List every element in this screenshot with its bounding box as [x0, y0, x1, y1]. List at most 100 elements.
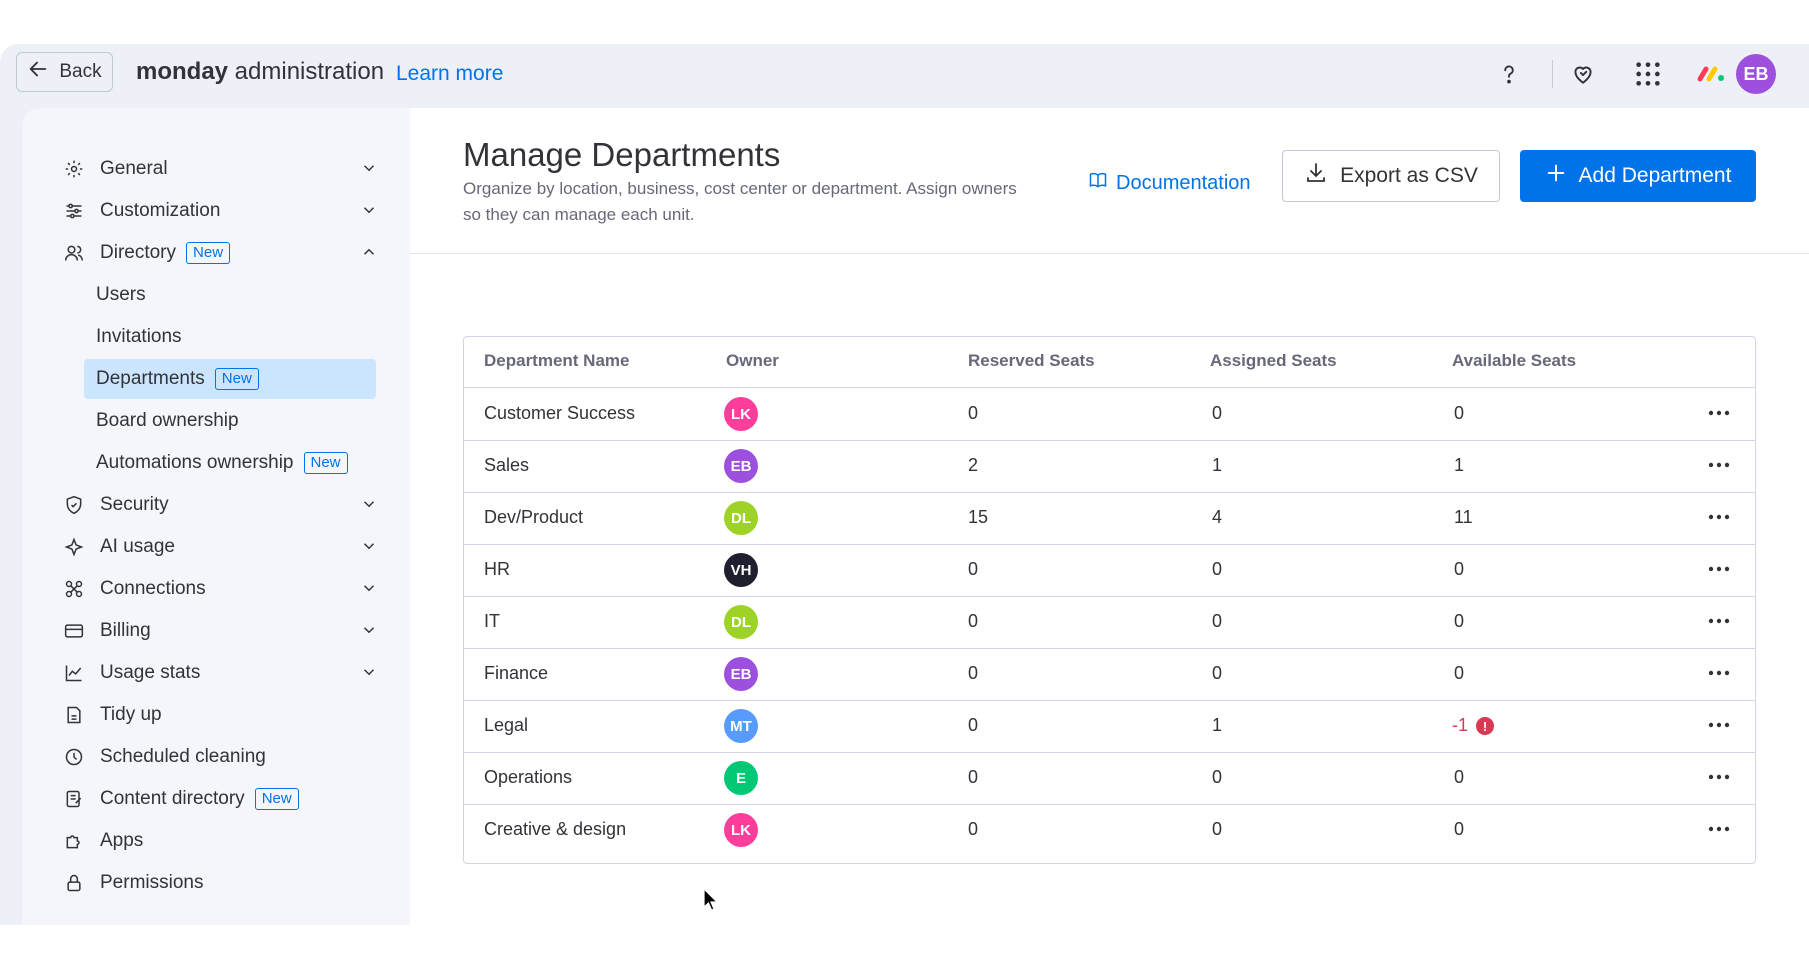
more-options-icon[interactable]: [1704, 710, 1734, 740]
owner-avatar[interactable]: LK: [724, 397, 758, 431]
sidebar-item-users[interactable]: Users: [84, 275, 376, 315]
assigned-seats: 0: [1212, 663, 1223, 683]
sidebar-item-tidy-up[interactable]: Tidy up: [62, 695, 392, 735]
table-row[interactable]: HR VH 0 0 0: [464, 544, 1755, 597]
table-row[interactable]: Finance EB 0 0 0: [464, 648, 1755, 701]
table-row[interactable]: Legal MT 0 1 -1!: [464, 700, 1755, 753]
sidebar-item-connections[interactable]: Connections: [62, 569, 392, 609]
help-icon[interactable]: [1491, 56, 1527, 92]
chevron-up-icon[interactable]: [360, 243, 378, 267]
sidebar-item-departments[interactable]: Departments New: [84, 359, 376, 399]
sidebar-item-billing[interactable]: Billing: [62, 611, 392, 651]
top-bar: Back monday administration Learn more EB: [0, 44, 1809, 104]
plus-icon: [1545, 162, 1567, 190]
main-content: Manage Departments Organize by location,…: [410, 108, 1809, 925]
owner-avatar[interactable]: EB: [724, 449, 758, 483]
more-options-icon[interactable]: [1704, 658, 1734, 688]
owner-avatar[interactable]: E: [724, 761, 758, 795]
department-name: Creative & design: [484, 819, 627, 839]
user-avatar[interactable]: EB: [1736, 54, 1776, 94]
sidebar-item-label: Departments: [96, 368, 205, 389]
brand-bold: monday: [136, 58, 229, 85]
more-options-icon[interactable]: [1704, 450, 1734, 480]
chevron-down-icon[interactable]: [360, 663, 378, 687]
table-row[interactable]: Operations E 0 0 0: [464, 752, 1755, 805]
column-header-assigned-seats: Assigned Seats: [1210, 351, 1337, 370]
sidebar-item-content-directory[interactable]: Content directory New: [62, 779, 392, 819]
more-options-icon[interactable]: [1704, 606, 1734, 636]
chevron-down-icon[interactable]: [360, 201, 378, 225]
column-header-department-name: Department Name: [484, 351, 630, 370]
chevron-down-icon[interactable]: [360, 159, 378, 183]
owner-avatar[interactable]: MT: [724, 709, 758, 743]
sidebar-item-usage-stats[interactable]: Usage stats: [62, 653, 392, 693]
more-options-icon[interactable]: [1704, 398, 1734, 428]
more-options-icon[interactable]: [1704, 814, 1734, 844]
warning-icon[interactable]: !: [1476, 717, 1495, 736]
book-icon: [1088, 170, 1108, 196]
sidebar-item-apps[interactable]: Apps: [62, 821, 392, 861]
sidebar-item-board-ownership[interactable]: Board ownership: [84, 401, 376, 441]
owner-avatar[interactable]: EB: [724, 657, 758, 691]
puzzle-icon: [62, 829, 86, 853]
sidebar-item-label: Invitations: [96, 326, 182, 347]
department-name: Legal: [484, 715, 529, 735]
sidebar-item-label: Permissions: [100, 872, 204, 893]
chevron-down-icon[interactable]: [360, 579, 378, 603]
department-name: Customer Success: [484, 403, 636, 423]
more-options-icon[interactable]: [1704, 762, 1734, 792]
department-name: Operations: [484, 767, 573, 787]
table-row[interactable]: Creative & design LK 0 0 0: [464, 804, 1755, 856]
owner-avatar[interactable]: VH: [724, 553, 758, 587]
sidebar-item-directory[interactable]: Directory New: [62, 233, 392, 273]
sliders-icon: [62, 199, 86, 223]
heart-icon[interactable]: [1565, 56, 1601, 92]
sidebar-item-general[interactable]: General: [62, 149, 392, 189]
sidebar-item-scheduled-cleaning[interactable]: Scheduled cleaning: [62, 737, 392, 777]
available-seats: 0: [1454, 819, 1465, 839]
sidebar-item-label: Tidy up: [100, 704, 162, 725]
sidebar-item-label: AI usage: [100, 536, 175, 557]
sidebar-item-label: Security: [100, 494, 169, 515]
owner-avatar[interactable]: DL: [724, 605, 758, 639]
new-badge: New: [254, 788, 299, 810]
topbar-divider: [1552, 60, 1553, 88]
reserved-seats: 2: [968, 455, 979, 475]
export-csv-button[interactable]: Export as CSV: [1282, 150, 1500, 202]
back-button[interactable]: Back: [16, 52, 113, 92]
sidebar-item-security[interactable]: Security: [62, 485, 392, 525]
reserved-seats: 0: [968, 403, 979, 423]
sidebar-item-customization[interactable]: Customization: [62, 191, 392, 231]
sidebar-item-invitations[interactable]: Invitations: [84, 317, 376, 357]
content-directory-icon: [62, 787, 86, 811]
table-row[interactable]: IT DL 0 0 0: [464, 596, 1755, 649]
column-header-owner: Owner: [726, 351, 779, 370]
documentation-link[interactable]: Documentation: [1088, 168, 1251, 198]
users-icon: [62, 241, 86, 265]
chevron-down-icon[interactable]: [360, 621, 378, 645]
chevron-down-icon[interactable]: [360, 495, 378, 519]
sidebar-item-label: Board ownership: [96, 410, 239, 431]
sidebar-item-ai-usage[interactable]: AI usage: [62, 527, 392, 567]
table-row[interactable]: Customer Success LK 0 0 0: [464, 388, 1755, 441]
clock-icon: [62, 745, 86, 769]
table-row[interactable]: Dev/Product DL 15 4 11: [464, 492, 1755, 545]
assigned-seats: 4: [1212, 507, 1223, 527]
owner-avatar[interactable]: DL: [724, 501, 758, 535]
available-seats: 0: [1454, 767, 1465, 787]
table-row[interactable]: Sales EB 2 1 1: [464, 440, 1755, 493]
owner-avatar[interactable]: LK: [724, 813, 758, 847]
more-options-icon[interactable]: [1704, 502, 1734, 532]
more-options-icon[interactable]: [1704, 554, 1734, 584]
learn-more-link[interactable]: Learn more: [396, 62, 504, 85]
sidebar-item-automations-ownership[interactable]: Automations ownership New: [84, 443, 376, 483]
sidebar-item-label: Usage stats: [100, 662, 201, 683]
app-brand: monday administration: [136, 58, 384, 86]
apps-grid-icon[interactable]: [1630, 56, 1666, 92]
lock-icon: [62, 871, 86, 895]
sidebar-item-permissions[interactable]: Permissions: [62, 863, 392, 903]
chevron-down-icon[interactable]: [360, 537, 378, 561]
add-department-button[interactable]: Add Department: [1520, 150, 1756, 202]
sparkle-icon: [62, 535, 86, 559]
table-header: Department Name Owner Reserved Seats Ass…: [464, 337, 1755, 388]
